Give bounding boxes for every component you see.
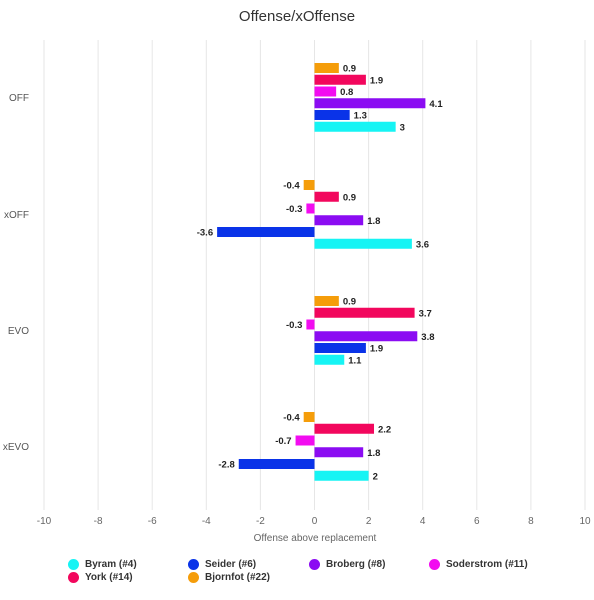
data-label: 1.3: [354, 111, 367, 122]
x-tick-label: -2: [256, 516, 265, 527]
category-label: xEVO: [3, 442, 29, 453]
data-label: 1.8: [367, 216, 380, 227]
x-tick-label: 0: [312, 516, 318, 527]
bar[interactable]: [314, 296, 339, 306]
x-axis-label: Offense above replacement: [254, 533, 377, 544]
legend-label-bjornfot: Bjornfot (#22): [205, 572, 270, 583]
x-tick-label: -6: [148, 516, 157, 527]
x-tick-label: -4: [202, 516, 211, 527]
bar[interactable]: [314, 238, 412, 249]
legend-label-byram: Byram (#4): [85, 559, 137, 570]
data-label: -0.3: [286, 204, 302, 215]
x-tick-label: -8: [94, 516, 103, 527]
x-tick-label: 10: [579, 516, 591, 527]
bar[interactable]: [314, 86, 337, 97]
data-label: 3.6: [416, 239, 429, 250]
legend-marker-soderstrom: [429, 559, 440, 570]
bar[interactable]: [314, 98, 426, 109]
x-tick-label: 4: [420, 516, 426, 527]
bar[interactable]: [306, 319, 315, 330]
bar[interactable]: [295, 435, 315, 446]
legend-label-broberg: Broberg (#8): [326, 559, 386, 570]
bar[interactable]: [314, 63, 339, 73]
bar[interactable]: [314, 423, 375, 434]
data-label: 1.1: [348, 355, 362, 366]
data-label: 3.7: [419, 308, 432, 319]
bar[interactable]: [314, 215, 364, 226]
data-label: -0.7: [275, 436, 291, 447]
x-tick-label: 2: [366, 516, 372, 527]
bar[interactable]: [303, 412, 315, 422]
data-label: 0.9: [343, 64, 356, 75]
category-labels: OFF xOFF EVO xEVO: [3, 93, 29, 453]
legend-label-seider: Seider (#6): [205, 559, 257, 570]
chart: Offense/xOffense -10 -8 -6 -4 -2 0 2 4 6 8 10 OFF x…: [3, 8, 591, 544]
x-tick-label: -10: [37, 516, 52, 527]
data-label: 3.8: [421, 332, 434, 343]
bar[interactable]: [314, 447, 364, 458]
bar[interactable]: [238, 459, 315, 469]
bar[interactable]: [314, 121, 396, 132]
bar[interactable]: [303, 180, 315, 190]
data-label: 1.9: [370, 75, 383, 86]
legend-item-york[interactable]: York (#14): [68, 572, 133, 583]
x-tick-label: 6: [474, 516, 480, 527]
bar[interactable]: [314, 343, 366, 353]
bar[interactable]: [314, 354, 345, 365]
bar[interactable]: [314, 331, 418, 342]
legend-label-soderstrom: Soderstrom (#11): [446, 559, 528, 570]
bar[interactable]: [314, 307, 415, 318]
data-label: -0.3: [286, 320, 302, 331]
data-label: 0.8: [340, 87, 353, 98]
legend-marker-broberg: [309, 559, 320, 570]
bar[interactable]: [314, 74, 366, 85]
data-label: 3: [400, 122, 405, 133]
data-label: 1.8: [367, 448, 380, 459]
data-label: 4.1: [429, 99, 443, 110]
data-label: -0.4: [283, 181, 300, 192]
data-label: -3.6: [197, 228, 213, 239]
legend-label-york: York (#14): [85, 572, 133, 583]
data-label: 1.9: [370, 344, 383, 355]
bars: [217, 63, 426, 481]
category-label: xOFF: [4, 210, 29, 221]
category-label: EVO: [8, 326, 29, 337]
category-label: OFF: [9, 93, 29, 104]
bar[interactable]: [314, 110, 350, 120]
legend-marker-york: [68, 572, 79, 583]
data-labels: 0.9 1.9 0.8 4.1 1.3 3 -0.4 0.9 -0.3 1.8 -3.6 3.6 0.9…: [197, 64, 444, 483]
data-label: 0.9: [343, 297, 356, 308]
x-tick-label: 8: [528, 516, 534, 527]
x-tick-labels: -10 -8 -6 -4 -2 0 2 4 6 8 10: [37, 516, 591, 527]
data-label: -0.4: [283, 413, 300, 424]
data-label: -2.8: [218, 460, 234, 471]
legend-item-bjornfot[interactable]: Bjornfot (#22): [188, 572, 270, 583]
chart-title: Offense/xOffense: [239, 8, 355, 25]
legend-marker-bjornfot: [188, 572, 199, 583]
data-label: 0.9: [343, 192, 356, 203]
legend-item-broberg[interactable]: Broberg (#8): [309, 559, 385, 570]
bar[interactable]: [306, 203, 315, 214]
legend-marker-byram: [68, 559, 79, 570]
bar[interactable]: [314, 470, 369, 481]
legend-marker-seider: [188, 559, 199, 570]
legend-item-byram[interactable]: Byram (#4): [68, 559, 137, 570]
bar[interactable]: [217, 227, 315, 237]
bar[interactable]: [314, 191, 339, 202]
data-label: 2.2: [378, 424, 391, 435]
legend-item-seider[interactable]: Seider (#6): [188, 559, 256, 570]
legend: Byram (#4) Seider (#6) Broberg (#8) Sode…: [0, 556, 594, 596]
legend-item-soderstrom[interactable]: Soderstrom (#11): [429, 559, 528, 570]
data-label: 2: [373, 471, 378, 482]
